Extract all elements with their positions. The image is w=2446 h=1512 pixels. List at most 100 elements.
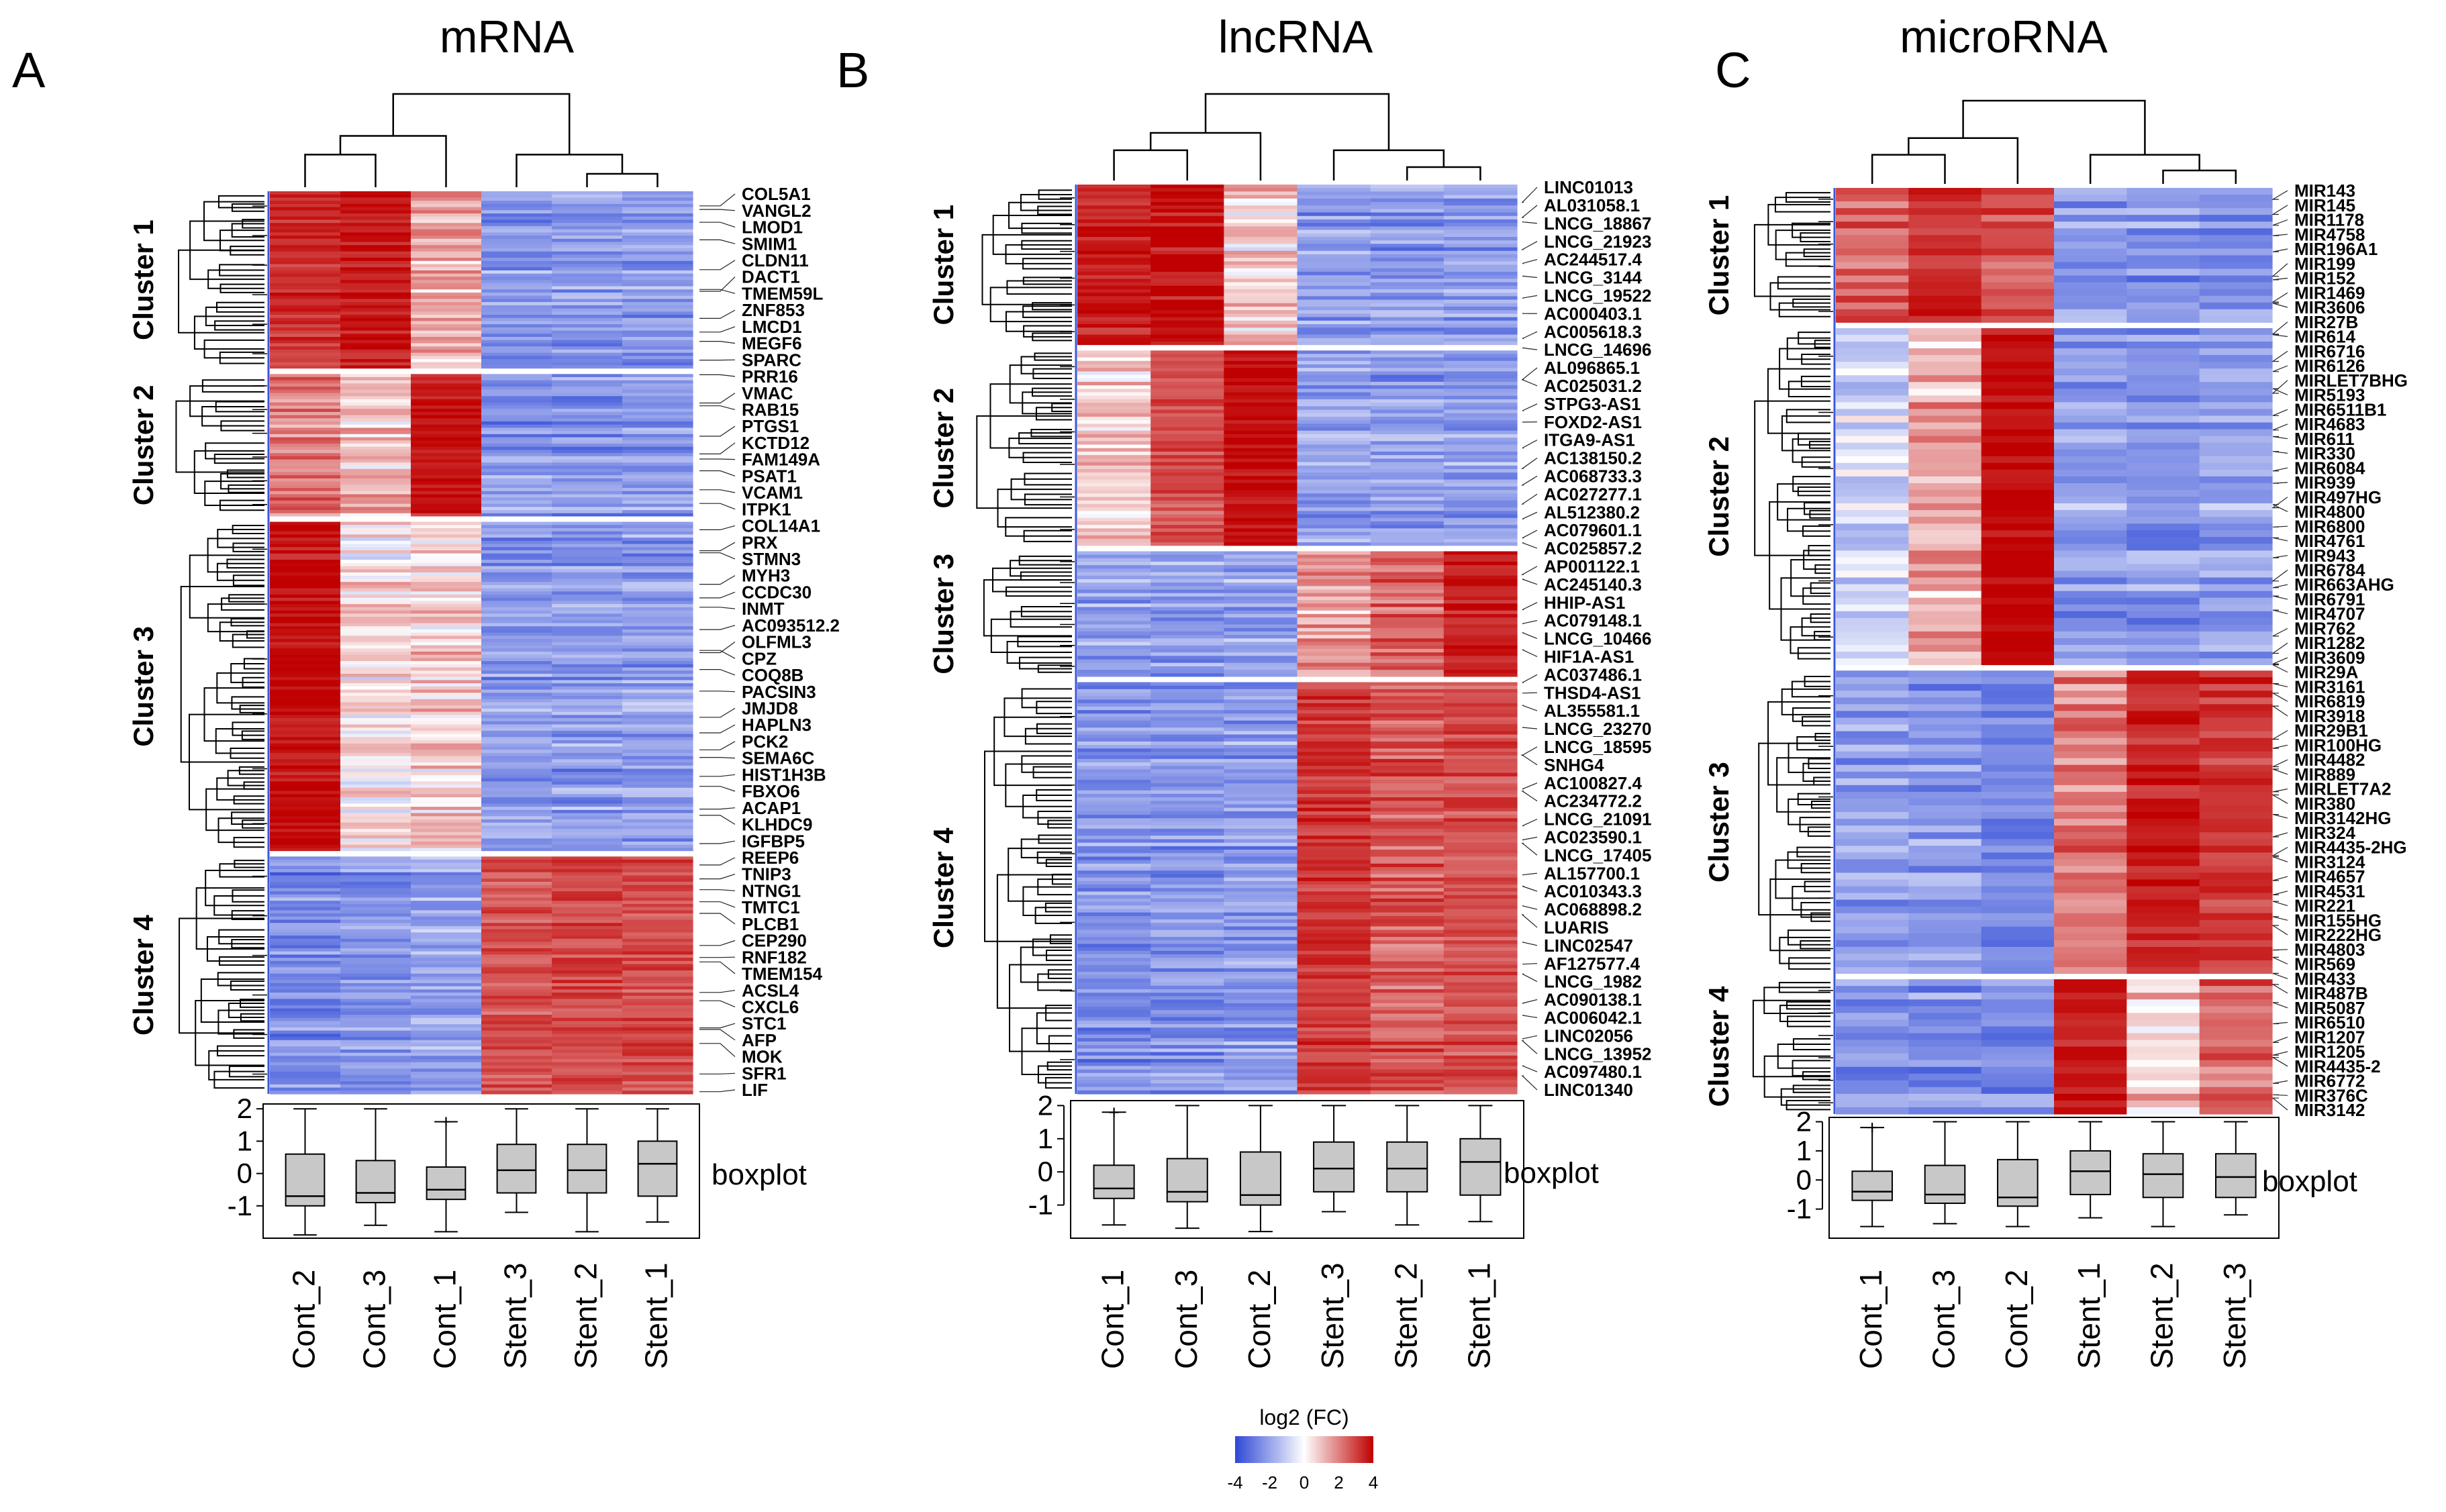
heatmap-cell	[1908, 415, 1982, 423]
heatmap-cell	[1224, 710, 1298, 714]
row-label-connector	[2272, 595, 2288, 600]
heatmap-cell	[2054, 591, 2127, 599]
heatmap-cell	[1151, 762, 1224, 766]
row-label-connector	[1522, 885, 1538, 892]
heatmap-cell	[340, 1049, 411, 1054]
heatmap-cell	[481, 750, 552, 754]
heatmap-cell	[2054, 670, 2127, 678]
heatmap-cell	[340, 538, 411, 542]
heatmap-cell	[1836, 235, 1909, 242]
heatmap-cell	[1224, 589, 1298, 594]
heatmap-cell	[270, 399, 341, 403]
heatmap-cell	[1224, 940, 1298, 945]
heatmap-cell	[270, 759, 341, 763]
heatmap-cell	[1981, 1093, 2055, 1101]
heatmap-cell	[1151, 610, 1224, 615]
heatmap-cell	[1443, 223, 1518, 227]
heatmap-cell	[1297, 863, 1371, 868]
heatmap-cell	[1836, 652, 1909, 659]
heatmap-cell	[481, 418, 552, 422]
heatmap-cell	[340, 415, 411, 419]
heatmap-cell	[1370, 1087, 1445, 1091]
heatmap-cell	[411, 651, 482, 656]
heatmap-cell	[481, 481, 552, 485]
heatmap-cell	[1151, 950, 1224, 955]
row-label-connector	[699, 940, 736, 946]
heatmap-cell	[1908, 731, 1982, 739]
heatmap-cell	[1077, 472, 1151, 476]
heatmap-cell	[1443, 500, 1518, 505]
heatmap-cell	[1908, 1107, 1982, 1115]
heatmap-cell	[2054, 1080, 2127, 1088]
heatmap-cell	[1443, 964, 1518, 969]
heatmap-cell	[552, 299, 623, 303]
heatmap-cell	[2199, 517, 2273, 524]
heatmap-cell	[340, 201, 411, 205]
heatmap-cell	[1443, 912, 1518, 917]
heatmap-cell	[2126, 282, 2200, 290]
heatmap-cell	[1077, 825, 1151, 829]
row-label: HHIP-AS1	[1544, 593, 1625, 613]
heatmap-cell	[340, 1087, 411, 1091]
heatmap-cell	[481, 958, 552, 962]
heatmap-cell	[1443, 666, 1518, 670]
heatmap-cell	[340, 317, 411, 322]
heatmap-cell	[340, 387, 411, 391]
heatmap-cell	[1836, 302, 1909, 310]
heatmap-cell	[481, 531, 552, 535]
heatmap-cell	[1370, 1083, 1445, 1088]
heatmap-cell	[1981, 362, 2055, 369]
heatmap-cell	[411, 346, 482, 350]
heatmap-cell	[340, 327, 411, 332]
heatmap-cell	[411, 337, 482, 341]
heatmap-cell	[411, 566, 482, 570]
heatmap-cell	[1151, 198, 1224, 203]
heatmap-cell	[552, 321, 623, 325]
heatmap-cell	[2126, 993, 2200, 1000]
heatmap-cell	[1443, 389, 1518, 393]
heatmap-cell	[481, 595, 552, 599]
heatmap-cell	[340, 343, 411, 347]
heatmap-cell	[1908, 1066, 1982, 1074]
heatmap-cell	[1224, 517, 1298, 522]
heatmap-cell	[552, 578, 623, 583]
heatmap-cell	[1224, 689, 1298, 693]
heatmap-cell	[1981, 255, 2055, 263]
heatmap-cell	[481, 1084, 552, 1089]
heatmap-cell	[411, 510, 482, 514]
heatmap-cell	[1443, 296, 1518, 301]
heatmap-cell	[1370, 254, 1445, 258]
heatmap-cell	[1836, 429, 1909, 437]
heatmap-cell	[1981, 517, 2055, 524]
heatmap-cell	[1077, 631, 1151, 636]
heatmap-cell	[2199, 893, 2273, 901]
heatmap-cell	[1908, 544, 1982, 551]
heatmap-cell	[270, 838, 341, 842]
heatmap-cell	[1077, 638, 1151, 643]
heatmap-cell	[340, 302, 411, 306]
heatmap-cell	[1443, 403, 1518, 407]
heatmap-cell	[481, 544, 552, 548]
heatmap-cell	[1836, 724, 1909, 732]
heatmap-cell	[622, 302, 693, 306]
heatmap-cell	[1836, 764, 1909, 772]
heatmap-cell	[340, 774, 411, 779]
heatmap-cell	[1151, 1080, 1224, 1084]
heatmap-cell	[1151, 1042, 1224, 1046]
heatmap-cell	[1297, 870, 1371, 875]
heatmap-cell	[481, 897, 552, 901]
heatmap-cell	[1224, 500, 1298, 505]
heatmap-cell	[1077, 341, 1151, 346]
heatmap-cell	[340, 569, 411, 573]
heatmap-cell	[1151, 209, 1224, 213]
heatmap-cell	[1370, 1090, 1445, 1095]
heatmap-cell	[340, 1062, 411, 1066]
heatmap-cell	[1224, 1045, 1298, 1050]
row-label-connector	[1522, 331, 1538, 340]
heatmap-cell	[340, 456, 411, 460]
heatmap-cell	[1370, 627, 1445, 632]
heatmap-cell	[622, 848, 693, 852]
heatmap-cell	[2054, 1100, 2127, 1108]
heatmap-cell	[1443, 525, 1518, 529]
heatmap-cell	[622, 393, 693, 397]
